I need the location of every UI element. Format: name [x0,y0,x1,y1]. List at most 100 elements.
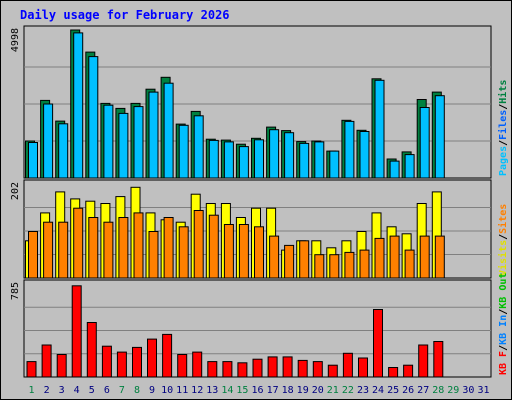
bar-kb-f [207,361,218,378]
bar-files [389,160,400,179]
day-tick-label: 7 [119,385,125,396]
panel-legend: Visits/Sites [497,204,509,276]
bar-sites [434,235,445,279]
bar-files [103,104,114,179]
bar-files [223,141,234,179]
panel-legend: KB F/KB In/KB Out [498,273,509,375]
legend-separator: / [498,104,509,110]
bar-sites [148,231,159,279]
bar-files [329,150,340,179]
bar-sites [58,221,69,279]
bar-files [419,107,430,179]
legend-entry: Pages [498,146,509,176]
bar-files [58,123,69,179]
bar-files [133,106,144,179]
day-tick-label: 10 [161,385,173,396]
bar-files [269,129,280,179]
panel-visits-sites: 202 Visits/Sites [10,179,509,279]
bar-sites [284,244,295,279]
day-tick-label: 2 [44,385,50,396]
bar-files [314,141,325,179]
day-tick-label: 6 [104,385,110,396]
day-tick-label: 31 [477,385,489,396]
bar-kb-f [177,354,188,378]
bar-kb-f [373,309,383,378]
bar-kb-f [327,364,338,378]
bar-sites [419,235,430,279]
bar-kb-f [358,357,368,378]
day-tick-label: 21 [327,385,339,396]
bar-sites [178,226,189,279]
day-tick-label: 9 [149,385,155,396]
bar-sites [133,212,144,279]
day-tick-label: 27 [417,385,429,396]
bar-files [374,79,385,179]
bar-kb-f [388,367,399,378]
bar-sites [344,251,355,279]
bar-kb-f [222,361,233,378]
day-tick-label: 20 [312,385,324,396]
bar-files [284,132,295,179]
bar-kb-f [132,346,142,378]
chart-title: Daily usage for February 2026 [20,8,230,22]
bar-files [178,124,189,179]
bar-sites [254,226,264,279]
bar-sites [43,221,54,279]
legend-entry: Visits [497,240,509,276]
bar-sites [389,235,400,279]
y-max-label: 4998 [10,28,21,52]
legend-entry: Sites [497,204,509,234]
day-tick-label: 1 [28,385,34,396]
bar-sites [238,224,249,279]
bar-kb-f [237,362,248,378]
bar-files [299,142,310,179]
day-tick-label: 29 [447,385,459,396]
bar-files [163,82,174,179]
bar-kb-f [162,333,173,378]
bar-kb-f [342,352,353,378]
bar-kb-f [433,341,444,378]
bar-files [88,56,99,179]
bar-sites [103,221,114,279]
day-tick-label: 5 [89,385,95,396]
day-tick-label: 4 [74,385,80,396]
bar-sites [223,224,234,279]
day-axis: 1 2 3 4 5 6 7 8 9 10 11 12 13 14 15 16 17 18 19 20 21 22 23 24 2… [28,385,489,396]
bar-kb-f [418,344,429,378]
bar-kb-f [56,354,67,378]
day-tick-label: 17 [267,385,279,396]
bar-kb-f [252,358,263,378]
bar-files [118,112,129,179]
bar-kb-f [282,356,293,378]
bar-sites [404,249,415,279]
bar-files [344,120,355,179]
bar-sites [163,217,174,279]
day-tick-label: 11 [176,385,188,396]
bar-sites [208,214,219,279]
legend-separator: / [498,345,509,351]
bar-kb-f [86,322,97,378]
y-max-label: 202 [10,182,21,200]
legend-entry: Hits [497,80,509,104]
legend-separator: / [498,309,509,315]
legend-entry: Files [497,110,509,140]
day-tick-label: 16 [251,385,263,396]
bar-sites [314,254,325,279]
bar-files [193,115,204,179]
bar-sites [329,254,340,279]
legend-entry: KB In [498,315,509,345]
day-tick-label: 23 [357,385,369,396]
day-tick-label: 14 [221,385,233,396]
day-tick-label: 25 [387,385,399,396]
day-tick-label: 19 [297,385,309,396]
bar-sites [118,217,129,279]
day-tick-label: 13 [206,385,218,396]
day-tick-label: 15 [236,385,248,396]
day-tick-label: 28 [432,385,444,396]
bar-sites [88,217,99,279]
bar-sites [374,237,385,279]
bar-kb-f [297,359,308,378]
